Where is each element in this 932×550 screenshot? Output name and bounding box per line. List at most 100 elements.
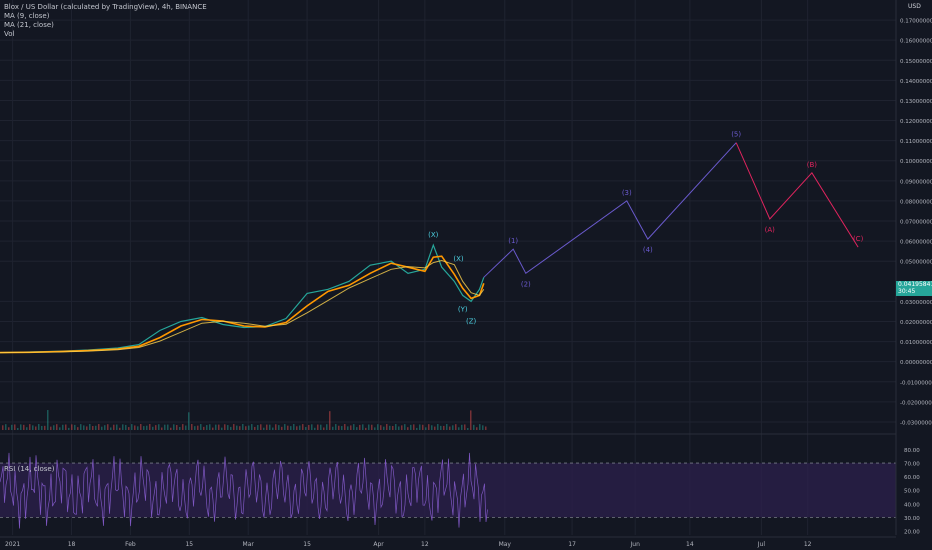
volume-bar — [197, 425, 199, 430]
volume-bar — [107, 424, 109, 430]
volume-bar — [80, 424, 82, 430]
volume-bar — [260, 424, 262, 430]
wxyz-label: (X) — [453, 255, 464, 263]
volume-bar — [353, 424, 355, 430]
y-tick-label: -0.01000000 — [900, 380, 932, 386]
volume-bar — [206, 425, 208, 430]
volume-bar — [284, 424, 286, 430]
y-tick-label: 0.13000000 — [900, 99, 932, 105]
volume-bar — [452, 425, 454, 430]
legend-title: Blox / US Dollar (calculated by TradingV… — [4, 3, 207, 11]
volume-bar — [71, 424, 73, 430]
corrective-wave-label: (C) — [853, 235, 864, 243]
volume-bar — [311, 424, 313, 430]
volume-bar — [47, 410, 49, 430]
rsi-tick-label: 40.00 — [904, 502, 920, 508]
volume-bar — [332, 426, 334, 430]
volume-bar — [50, 426, 52, 430]
impulse-wave-label: (4) — [643, 246, 653, 254]
chart-grid — [0, 0, 896, 535]
volume-bar — [356, 427, 358, 430]
volume-bar — [221, 427, 223, 430]
price-line — [0, 243, 485, 354]
y-tick-label: 0.16000000 — [900, 39, 932, 45]
volume-bar — [359, 424, 361, 430]
volume-bar — [407, 427, 409, 430]
volume-bar — [257, 425, 259, 430]
x-tick-label: 17 — [568, 541, 576, 548]
volume-bar — [83, 425, 85, 430]
volume-bar — [155, 425, 157, 430]
candle-countdown: 30:45 — [898, 288, 916, 295]
volume-bar — [308, 424, 310, 430]
volume-bar — [458, 427, 460, 430]
volume-bar — [476, 427, 478, 430]
volume-bar — [326, 424, 328, 430]
volume-bar — [77, 427, 79, 430]
volume-bar — [56, 424, 58, 430]
volume-bar — [74, 424, 76, 430]
y-tick-label: -0.02000000 — [900, 400, 932, 406]
x-tick-label: 14 — [686, 541, 694, 548]
y-tick-label: 0.02000000 — [900, 320, 932, 326]
volume-bar — [431, 425, 433, 430]
y-tick-label: 0.17000000 — [900, 19, 932, 25]
volume-bar — [224, 424, 226, 430]
rsi-line — [0, 452, 488, 529]
volume-bar — [299, 425, 301, 430]
volume-bar — [218, 424, 220, 430]
y-tick-label: 0.14000000 — [900, 79, 932, 85]
volume-bar — [398, 426, 400, 430]
elliott-wave-projection: (1) (2) (3) (4) (5) (A) (B) (C) (X) (X) (Y) (Z) — [428, 131, 863, 326]
volume-bar — [89, 424, 91, 430]
impulse-wave-label: (5) — [731, 131, 741, 139]
volume-bar — [113, 424, 115, 430]
x-tick-label: 15 — [303, 541, 311, 548]
volume-bar — [446, 424, 448, 430]
last-price-tag: 0.04195841 30:45 — [896, 281, 932, 296]
volume-bars — [2, 410, 487, 430]
volume-bar — [305, 427, 307, 430]
volume-bar — [470, 410, 472, 430]
volume-bar — [389, 425, 391, 430]
volume-bar — [350, 425, 352, 430]
volume-bar — [302, 424, 304, 430]
volume-bar — [338, 425, 340, 430]
volume-bar — [314, 427, 316, 430]
volume-bar — [392, 425, 394, 430]
volume-bar — [293, 424, 295, 430]
volume-bar — [263, 427, 265, 430]
volume-bar — [467, 427, 469, 430]
volume-bar — [347, 426, 349, 430]
volume-bar — [158, 424, 160, 430]
rsi-tick-label: 60.00 — [904, 475, 920, 481]
volume-bar — [254, 426, 256, 430]
y-tick-label: 0.12000000 — [900, 119, 932, 125]
y-tick-label: 0.03000000 — [900, 300, 932, 306]
x-tick-label: Jun — [630, 541, 641, 548]
y-tick-label: 0.00000000 — [900, 360, 932, 366]
volume-bar — [41, 425, 43, 430]
y-tick-label: 0.10000000 — [900, 159, 932, 165]
volume-bar — [329, 411, 331, 430]
volume-bar — [182, 424, 184, 430]
volume-bar — [416, 427, 418, 430]
legend-ma21: MA (21, close) — [4, 21, 54, 29]
ma9-line — [0, 255, 485, 354]
volume-bar — [239, 426, 241, 430]
x-tick-label: 18 — [68, 541, 76, 548]
volume-bar — [137, 426, 139, 430]
volume-bar — [317, 424, 319, 430]
volume-bar — [26, 427, 28, 430]
volume-bar — [425, 427, 427, 430]
volume-bar — [143, 426, 145, 430]
volume-bar — [44, 425, 46, 430]
volume-bar — [92, 426, 94, 430]
volume-bar — [59, 427, 61, 430]
impulse-wave-line — [483, 142, 737, 278]
x-tick-label: Apr — [373, 541, 384, 548]
volume-bar — [101, 426, 103, 430]
y-tick-label: 0.11000000 — [900, 139, 932, 145]
